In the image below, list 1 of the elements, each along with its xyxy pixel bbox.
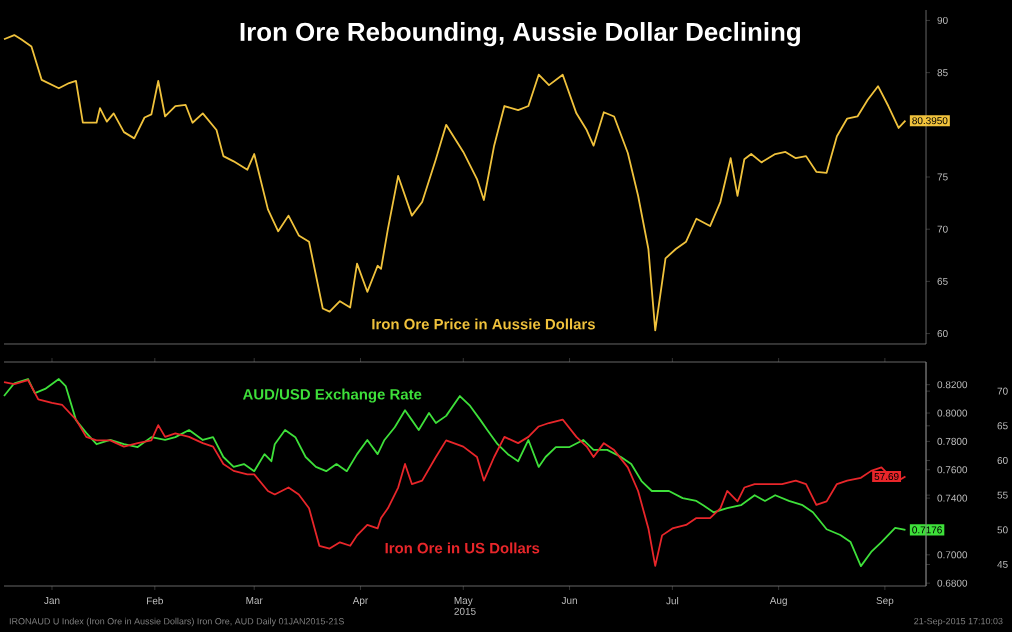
chart-title: Iron Ore Rebounding, Aussie Dollar Declining: [240, 22, 800, 47]
